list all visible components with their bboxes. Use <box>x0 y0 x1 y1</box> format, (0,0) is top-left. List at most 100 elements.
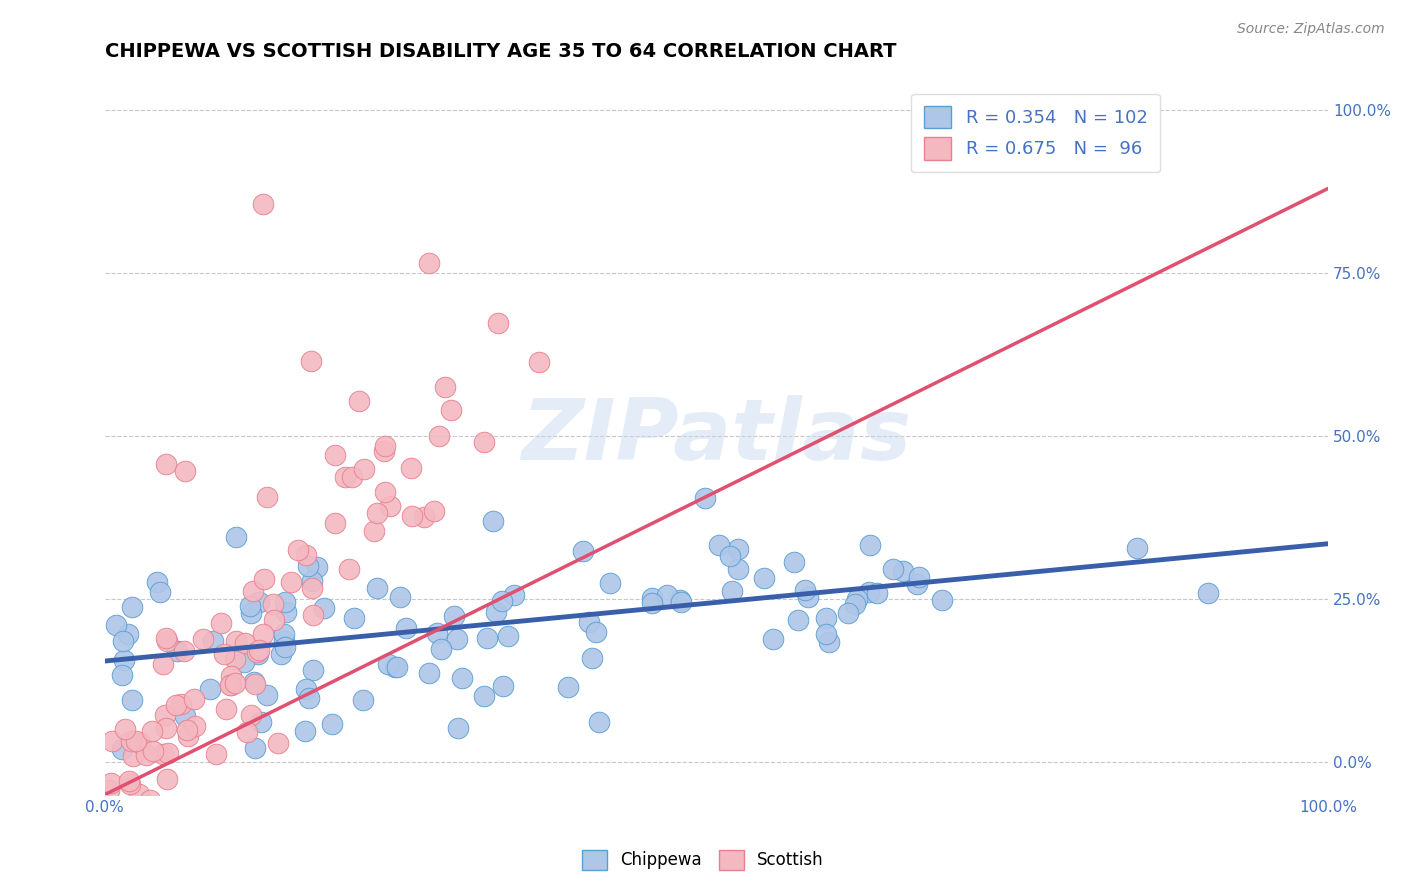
Point <box>430 641 453 656</box>
Point <box>668 592 690 607</box>
Point <box>384 659 406 673</box>
Point <box>142 744 165 758</box>
Point <box>173 464 195 478</box>
Point <box>721 583 744 598</box>
Point <box>657 588 679 602</box>
Point <box>224 676 246 690</box>
Point <box>475 631 498 645</box>
Point <box>184 719 207 733</box>
Point <box>491 679 513 693</box>
Point <box>121 693 143 707</box>
Point <box>337 562 360 576</box>
Point <box>669 595 692 609</box>
Point <box>170 697 193 711</box>
Point <box>273 627 295 641</box>
Point <box>274 640 297 654</box>
Point <box>305 560 328 574</box>
Point <box>387 660 409 674</box>
Point <box>427 428 450 442</box>
Point <box>844 597 866 611</box>
Point <box>599 576 621 591</box>
Point <box>377 657 399 672</box>
Point <box>641 596 664 610</box>
Point <box>246 645 269 659</box>
Point <box>797 591 820 605</box>
Point <box>588 714 610 729</box>
Point <box>818 634 841 648</box>
Point <box>152 657 174 671</box>
Point <box>155 631 177 645</box>
Point <box>931 593 953 607</box>
Point <box>100 807 122 822</box>
Point <box>97 782 120 797</box>
Point <box>212 647 235 661</box>
Point <box>110 802 132 816</box>
Point <box>165 698 187 712</box>
Point <box>235 725 257 739</box>
Point <box>374 439 396 453</box>
Point <box>866 586 889 600</box>
Point <box>270 647 292 661</box>
Point <box>352 693 374 707</box>
Point <box>440 403 463 417</box>
Point <box>243 675 266 690</box>
Point <box>205 747 228 761</box>
Point <box>378 499 401 513</box>
Point <box>312 600 335 615</box>
Point <box>527 355 550 369</box>
Point <box>366 581 388 595</box>
Point <box>245 677 267 691</box>
Point <box>363 524 385 539</box>
Point <box>221 668 243 682</box>
Point <box>107 807 129 822</box>
Point <box>882 562 904 576</box>
Point <box>640 591 662 605</box>
Point <box>252 627 274 641</box>
Point <box>581 651 603 665</box>
Point <box>321 717 343 731</box>
Point <box>294 723 316 738</box>
Point <box>333 470 356 484</box>
Point <box>794 582 817 597</box>
Point <box>578 615 600 630</box>
Point <box>152 807 174 822</box>
Point <box>129 736 152 750</box>
Point <box>198 682 221 697</box>
Point <box>787 613 810 627</box>
Point <box>118 777 141 791</box>
Point <box>273 634 295 648</box>
Point <box>221 678 243 692</box>
Point <box>280 574 302 589</box>
Point <box>183 692 205 706</box>
Point <box>94 807 117 822</box>
Point <box>155 458 177 472</box>
Point <box>302 663 325 677</box>
Point <box>263 613 285 627</box>
Point <box>783 555 806 569</box>
Point <box>176 729 198 743</box>
Point <box>399 461 422 475</box>
Point <box>298 691 321 706</box>
Point <box>343 611 366 625</box>
Point <box>891 564 914 578</box>
Point <box>191 632 214 647</box>
Point <box>114 722 136 736</box>
Point <box>202 634 225 648</box>
Text: ZIPatlas: ZIPatlas <box>522 394 911 477</box>
Point <box>111 742 134 756</box>
Point <box>100 775 122 789</box>
Point <box>209 616 232 631</box>
Point <box>252 197 274 211</box>
Point <box>295 548 318 562</box>
Point <box>572 544 595 558</box>
Point <box>340 470 363 484</box>
Point <box>239 606 262 620</box>
Point <box>426 626 449 640</box>
Point <box>858 538 880 552</box>
Point <box>225 634 247 648</box>
Point <box>274 605 297 619</box>
Point <box>695 491 717 505</box>
Point <box>815 611 838 625</box>
Point <box>156 772 179 787</box>
Point <box>323 448 346 462</box>
